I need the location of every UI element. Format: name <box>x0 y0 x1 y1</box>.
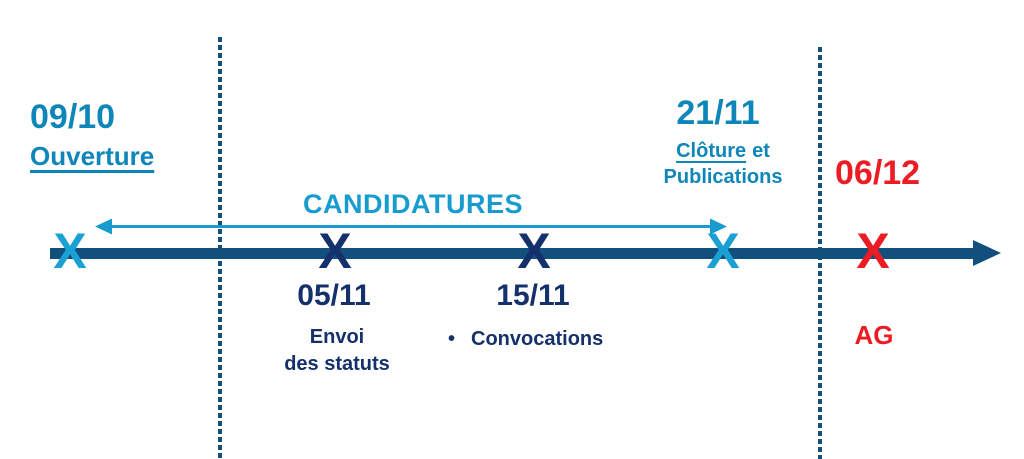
event-date-convocations: 15/11 <box>496 279 570 312</box>
event-label-envoi: Envoi des statuts <box>284 324 390 378</box>
event-label-envoi-line2: des statuts <box>284 353 390 375</box>
event-label-convocations-group: • Convocations <box>448 328 603 351</box>
event-marker-cloture: X <box>706 223 740 279</box>
event-label-ag: AG <box>854 320 894 350</box>
event-label-envoi-line1: Envoi <box>309 326 365 348</box>
event-label-publications: Publications <box>663 166 783 188</box>
event-label-cloture-suffix: et <box>752 140 770 162</box>
period-label-candidatures: CANDIDATURES <box>303 189 523 219</box>
event-label-convocations: Convocations <box>471 328 604 350</box>
event-date-ag: 06/12 <box>835 154 921 192</box>
event-marker-convocations: X <box>517 223 551 279</box>
event-label-cloture-underlined: Clôture <box>676 140 747 162</box>
bullet-icon: • <box>448 328 456 350</box>
event-date-cloture: 21/11 <box>676 94 760 132</box>
event-marker-envoi: X <box>318 223 352 279</box>
event-marker-ouverture: X <box>53 223 87 279</box>
timeline-arrowhead-icon <box>973 240 1001 266</box>
event-label-cloture: Clôture et <box>676 141 770 162</box>
event-label-ouverture: Ouverture <box>30 141 155 171</box>
event-marker-ag: X <box>856 223 890 279</box>
event-date-envoi: 05/11 <box>297 279 371 312</box>
event-date-ouverture: 09/10 <box>30 98 116 136</box>
timeline-axis <box>50 248 975 259</box>
arrowhead-left-icon <box>95 218 112 235</box>
